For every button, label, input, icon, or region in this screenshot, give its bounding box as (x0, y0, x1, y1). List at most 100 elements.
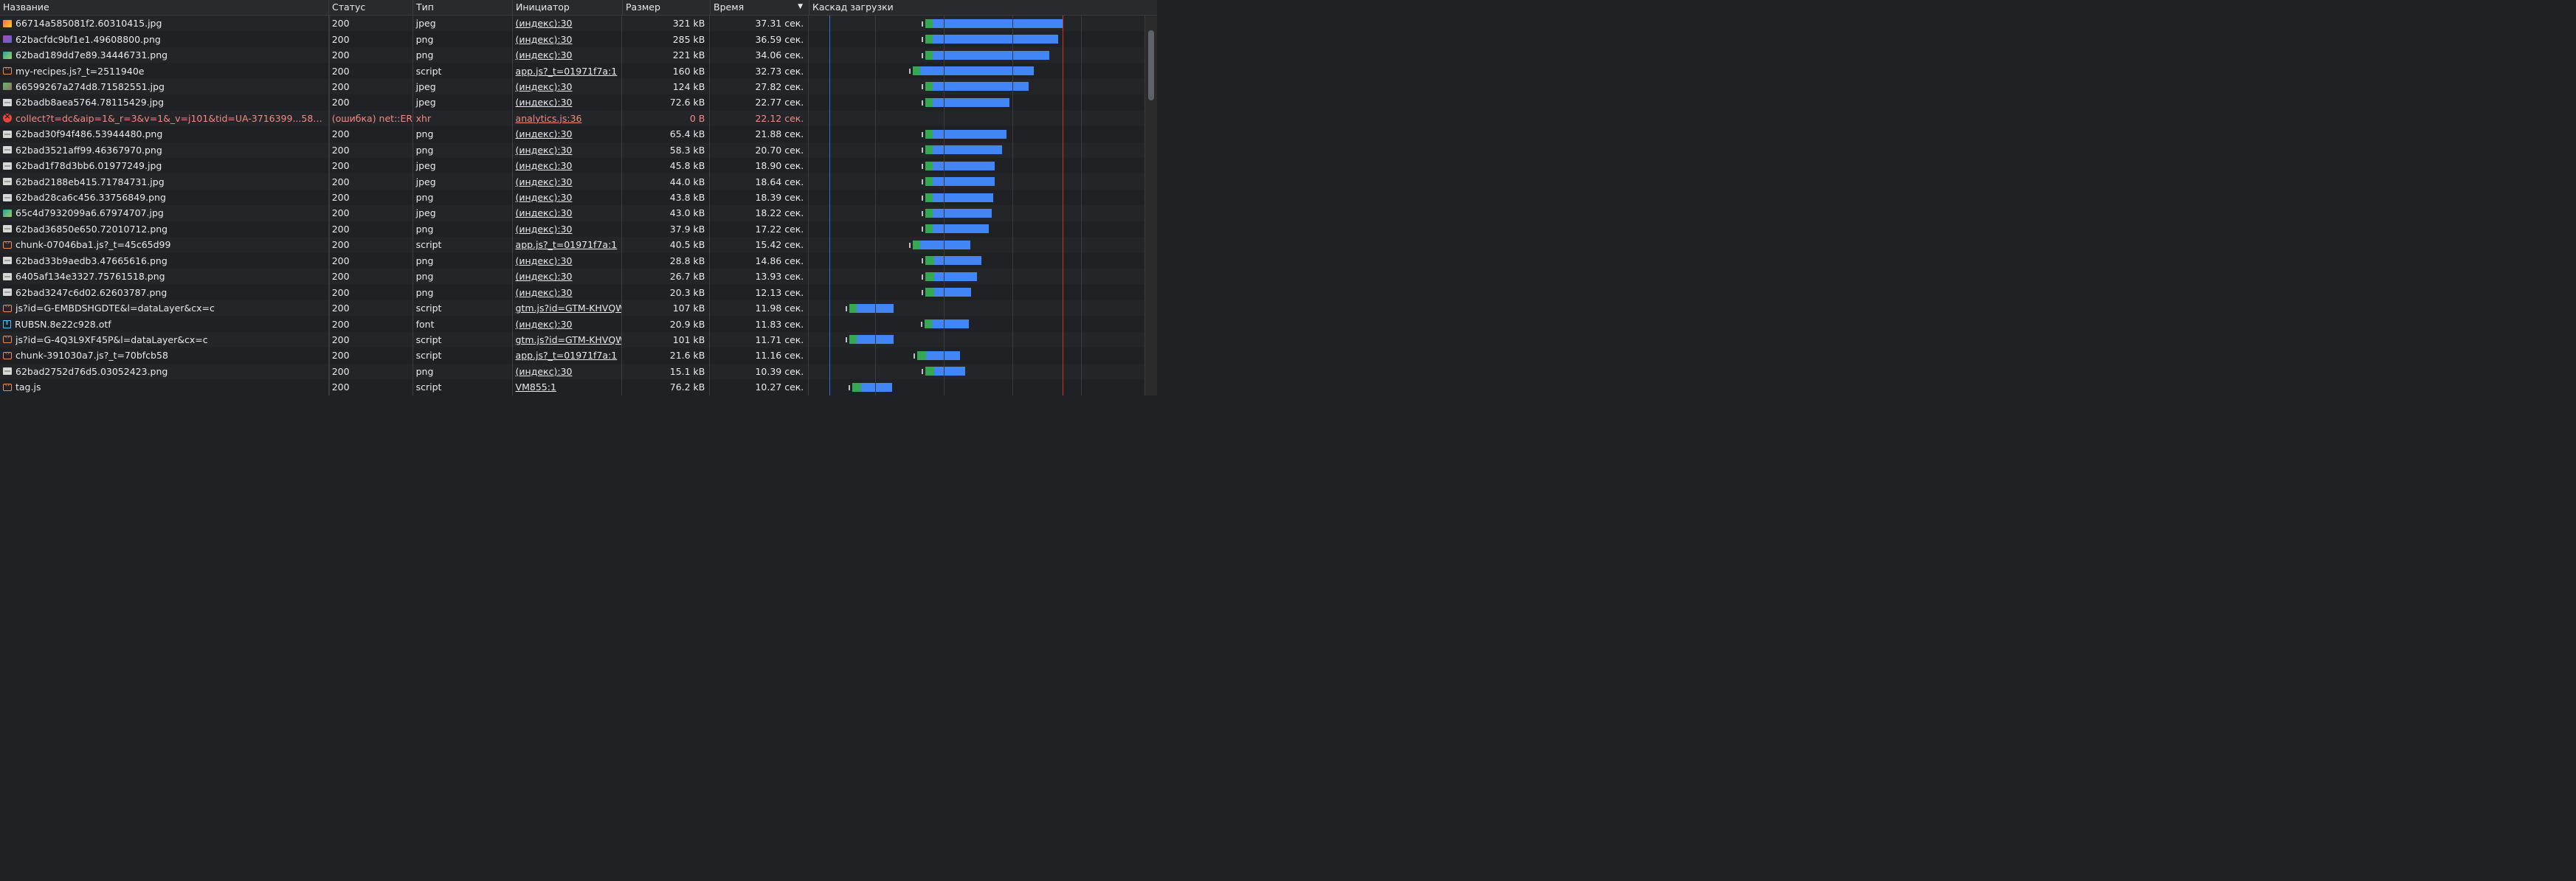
request-initiator[interactable]: (индекс):30 (515, 80, 573, 92)
request-initiator-cell[interactable]: (индекс):30 (513, 78, 623, 95)
request-initiator-cell[interactable]: app.js?_t=01971f7a:1 (513, 348, 623, 364)
request-initiator-cell[interactable]: VM855:1 (513, 379, 623, 395)
request-initiator-cell[interactable]: analytics.js:36 (513, 110, 623, 127)
column-header-name[interactable]: Название (0, 0, 329, 15)
request-name-cell[interactable]: 62bad3247c6d02.62603787.png (0, 284, 329, 300)
table-row[interactable]: chunk-07046ba1.js?_t=45c65d99 200 script ap… (0, 237, 1145, 253)
request-initiator[interactable]: app.js?_t=01971f7a:1 (515, 65, 618, 77)
request-initiator[interactable]: (индекс):30 (515, 128, 573, 140)
vertical-scrollbar[interactable] (1144, 15, 1157, 395)
table-row[interactable]: 62bacfdc9bf1e1.49608800.png 200 png (индекс… (0, 31, 1145, 47)
request-name-cell[interactable]: 66714a585081f2.60310415.jpg (0, 15, 329, 32)
request-initiator-cell[interactable]: (индекс):30 (513, 205, 623, 221)
request-initiator[interactable]: (индекс):30 (515, 318, 573, 330)
request-initiator[interactable]: (индекс):30 (515, 255, 573, 266)
table-row[interactable]: 62bad189dd7e89.34446731.png 200 png (индекс… (0, 46, 1145, 63)
request-initiator-cell[interactable]: (индекс):30 (513, 126, 623, 142)
table-row[interactable]: collect?t=dc&aip=1&_r=3&v=1&_v=j101&tid=… (0, 110, 1145, 127)
request-initiator[interactable]: (индекс):30 (515, 271, 573, 283)
request-initiator-cell[interactable]: (индекс):30 (513, 252, 623, 269)
table-row[interactable]: 62bad33b9aedb3.47665616.png 200 png (индекс… (0, 252, 1145, 269)
request-name-cell[interactable]: js?id=G-EMBDSHGDTE&l=dataLayer&cx=c (0, 300, 329, 317)
request-name-cell[interactable]: 6405af134e3327.75761518.png (0, 269, 329, 285)
request-name-cell[interactable]: collect?t=dc&aip=1&_r=3&v=1&_v=j101&tid=… (0, 110, 329, 127)
table-row[interactable]: 66599267a274d8.71582551.jpg 200 jpeg (индек… (0, 78, 1145, 95)
request-initiator[interactable]: analytics.js:36 (515, 112, 582, 124)
table-row[interactable]: tag.js 200 script VM855:1 76.2 kB 10.27 сек. (0, 379, 1145, 395)
request-initiator[interactable]: (индекс):30 (515, 192, 573, 204)
request-initiator-cell[interactable]: (индекс):30 (513, 15, 623, 32)
request-name-cell[interactable]: chunk-391030a7.js?_t=70bfcb58 (0, 348, 329, 364)
request-name-cell[interactable]: js?id=G-4Q3L9XF45P&l=dataLayer&cx=c (0, 331, 329, 348)
request-name-cell[interactable]: 62bad3521aff99.46367970.png (0, 142, 329, 158)
request-initiator[interactable]: app.js?_t=01971f7a:1 (515, 239, 618, 251)
request-initiator[interactable]: (индекс):30 (515, 207, 573, 219)
table-row[interactable]: js?id=G-4Q3L9XF45P&l=dataLayer&cx=c 200 sc… (0, 331, 1145, 348)
request-name-cell[interactable]: 62bad2188eb415.71784731.jpg (0, 173, 329, 190)
request-initiator[interactable]: (индекс):30 (515, 18, 573, 30)
request-name-cell[interactable]: tag.js (0, 379, 329, 395)
request-initiator-cell[interactable]: gtm.js?id=GTM-KHVQWTT (513, 331, 623, 348)
table-row[interactable]: 62bad3247c6d02.62603787.png 200 png (индекс… (0, 284, 1145, 300)
table-row[interactable]: 62bad30f94f486.53944480.png 200 png (индекс… (0, 126, 1145, 142)
table-row[interactable]: 62badb8aea5764.78115429.jpg 200 jpeg (индек… (0, 94, 1145, 111)
request-name-cell[interactable]: 62bad30f94f486.53944480.png (0, 126, 329, 142)
request-initiator[interactable]: (индекс):30 (515, 160, 573, 172)
table-row[interactable]: 6405af134e3327.75761518.png 200 png (индекс… (0, 269, 1145, 285)
request-initiator-cell[interactable]: app.js?_t=01971f7a:1 (513, 237, 623, 253)
table-row[interactable]: js?id=G-EMBDSHGDTE&l=dataLayer&cx=c 200 sc… (0, 300, 1145, 317)
request-name-cell[interactable]: 65c4d7932099a6.67974707.jpg (0, 205, 329, 221)
request-initiator-cell[interactable]: (индекс):30 (513, 157, 623, 174)
request-initiator-cell[interactable]: (индекс):30 (513, 94, 623, 111)
request-initiator[interactable]: (индекс):30 (515, 176, 573, 187)
request-name-cell[interactable]: 62bad28ca6c456.33756849.png (0, 189, 329, 206)
request-name-cell[interactable]: 62bad33b9aedb3.47665616.png (0, 252, 329, 269)
table-row[interactable]: 66714a585081f2.60310415.jpg 200 jpeg (индек… (0, 15, 1145, 32)
request-name-cell[interactable]: 62bad36850e650.72010712.png (0, 221, 329, 238)
request-initiator-cell[interactable]: (индекс):30 (513, 284, 623, 300)
request-name-cell[interactable]: 62bacfdc9bf1e1.49608800.png (0, 31, 329, 47)
request-initiator-cell[interactable]: gtm.js?id=GTM-KHVQWTT (513, 300, 623, 317)
request-name-cell[interactable]: chunk-07046ba1.js?_t=45c65d99 (0, 237, 329, 253)
table-row[interactable]: 62bad2752d76d5.03052423.png 200 png (индекс… (0, 363, 1145, 380)
table-row[interactable]: my-recipes.js?_t=2511940e 200 script app.js… (0, 63, 1145, 79)
request-initiator-cell[interactable]: (индекс):30 (513, 269, 623, 285)
column-header-initiator[interactable]: Инициатор (513, 0, 623, 15)
request-initiator[interactable]: gtm.js?id=GTM-KHVQWTT (515, 334, 622, 345)
request-initiator[interactable]: gtm.js?id=GTM-KHVQWTT (515, 303, 622, 314)
table-row[interactable]: 62bad28ca6c456.33756849.png 200 png (индекс… (0, 189, 1145, 206)
table-row[interactable]: 62bad2188eb415.71784731.jpg 200 jpeg (индек… (0, 173, 1145, 190)
request-name-cell[interactable]: 62bad189dd7e89.34446731.png (0, 46, 329, 63)
request-initiator[interactable]: (индекс):30 (515, 223, 573, 235)
request-initiator-cell[interactable]: (индекс):30 (513, 316, 623, 332)
request-name-cell[interactable]: RUBSN.8e22c928.otf (0, 316, 329, 332)
request-initiator[interactable]: (индекс):30 (515, 144, 573, 156)
table-row[interactable]: 62bad3521aff99.46367970.png 200 png (индекс… (0, 142, 1145, 158)
table-row[interactable]: chunk-391030a7.js?_t=70bfcb58 200 script ap… (0, 348, 1145, 364)
request-initiator[interactable]: VM855:1 (515, 381, 556, 393)
column-header-type[interactable]: Тип (413, 0, 513, 15)
request-name-cell[interactable]: 62badb8aea5764.78115429.jpg (0, 94, 329, 111)
request-name-cell[interactable]: 62bad2752d76d5.03052423.png (0, 363, 329, 380)
request-name-cell[interactable]: my-recipes.js?_t=2511940e (0, 63, 329, 79)
request-initiator-cell[interactable]: (индекс):30 (513, 221, 623, 238)
request-initiator-cell[interactable]: (индекс):30 (513, 173, 623, 190)
request-name-cell[interactable]: 62bad1f78d3bb6.01977249.jpg (0, 157, 329, 174)
table-row[interactable]: RUBSN.8e22c928.otf 200 font (индекс):30 20.9… (0, 316, 1145, 332)
column-header-size[interactable]: Размер (623, 0, 711, 15)
request-initiator[interactable]: (индекс):30 (515, 365, 573, 377)
request-initiator[interactable]: (индекс):30 (515, 286, 573, 298)
request-initiator-cell[interactable]: (индекс):30 (513, 31, 623, 47)
column-header-status[interactable]: Статус (329, 0, 413, 15)
request-initiator-cell[interactable]: (индекс):30 (513, 142, 623, 158)
table-row[interactable]: 65c4d7932099a6.67974707.jpg 200 jpeg (индек… (0, 205, 1145, 221)
table-row[interactable]: 62bad1f78d3bb6.01977249.jpg 200 jpeg (индек… (0, 157, 1145, 174)
column-header-waterfall[interactable]: Каскад загрузки (812, 1, 894, 13)
column-header-time[interactable]: Время ▼ (711, 0, 809, 15)
request-name-cell[interactable]: 66599267a274d8.71582551.jpg (0, 78, 329, 95)
request-initiator-cell[interactable]: (индекс):30 (513, 46, 623, 63)
request-initiator-cell[interactable]: (индекс):30 (513, 363, 623, 380)
request-initiator[interactable]: app.js?_t=01971f7a:1 (515, 350, 618, 362)
request-initiator-cell[interactable]: (индекс):30 (513, 189, 623, 206)
table-row[interactable]: 62bad36850e650.72010712.png 200 png (индекс… (0, 221, 1145, 238)
